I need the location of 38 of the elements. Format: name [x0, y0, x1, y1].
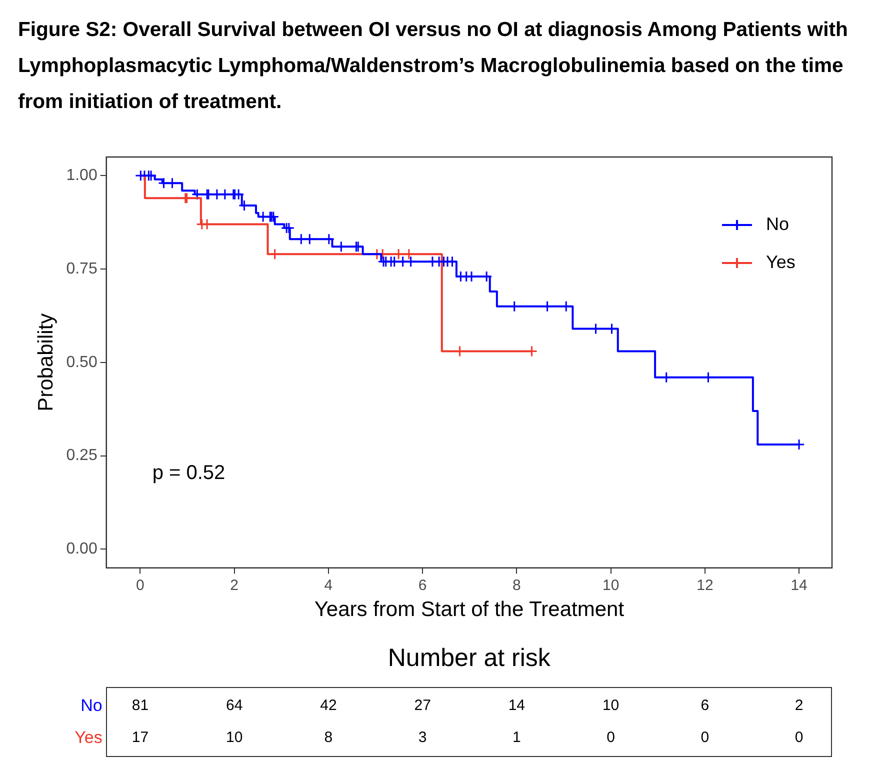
text: 10	[601, 696, 620, 716]
x-tick-label: 0	[136, 576, 144, 594]
text: 27	[413, 696, 432, 716]
y-tick-label: 0.25	[66, 447, 98, 464]
legend-label: Yes	[766, 252, 796, 272]
text: 10	[224, 728, 244, 748]
text: 3	[417, 728, 428, 748]
text: 6	[700, 696, 710, 716]
text: 42	[319, 696, 338, 716]
y-tick-label: 0.50	[66, 354, 98, 371]
x-tick-label: 6	[418, 576, 427, 594]
x-tick-label: 8	[512, 576, 521, 594]
annotation: p = 0.52	[152, 462, 226, 484]
x-tick-label: 4	[324, 576, 333, 594]
text: 8	[323, 728, 334, 748]
chart-title: Figure S2: Overall Survival between OI versus no OI at diagnosis Among Patients with Lymphoplasmacytic Lymphoma/Waldenstrom’s Macroglobulinemia based on the time from initiation of treatment.	[18, 18, 849, 115]
text: 0	[794, 728, 804, 748]
text: No	[80, 695, 102, 717]
text: Number at risk	[386, 644, 552, 673]
x-axis-title: Years from Start of the Treatment	[314, 598, 624, 622]
text: Yes	[74, 727, 102, 749]
x-tick-label: 2	[230, 576, 239, 594]
x-tick-label: 10	[602, 576, 620, 594]
legend-label: No	[766, 214, 790, 234]
y-axis-title: Probability	[34, 312, 58, 412]
text: 14	[507, 696, 526, 716]
y-tick-label: 0.00	[66, 540, 98, 558]
text: 0	[700, 728, 710, 748]
x-tick-label: 14	[790, 576, 808, 594]
x-tick-label: 12	[696, 576, 714, 594]
y-tick-label: 0.75	[66, 260, 98, 278]
text: 1	[512, 728, 522, 748]
text: 64	[224, 696, 244, 716]
text: 17	[130, 728, 150, 748]
text: 0	[606, 728, 616, 748]
text: 2	[794, 696, 804, 716]
y-tick-label: 1.00	[66, 167, 98, 184]
text: 81	[130, 696, 150, 716]
